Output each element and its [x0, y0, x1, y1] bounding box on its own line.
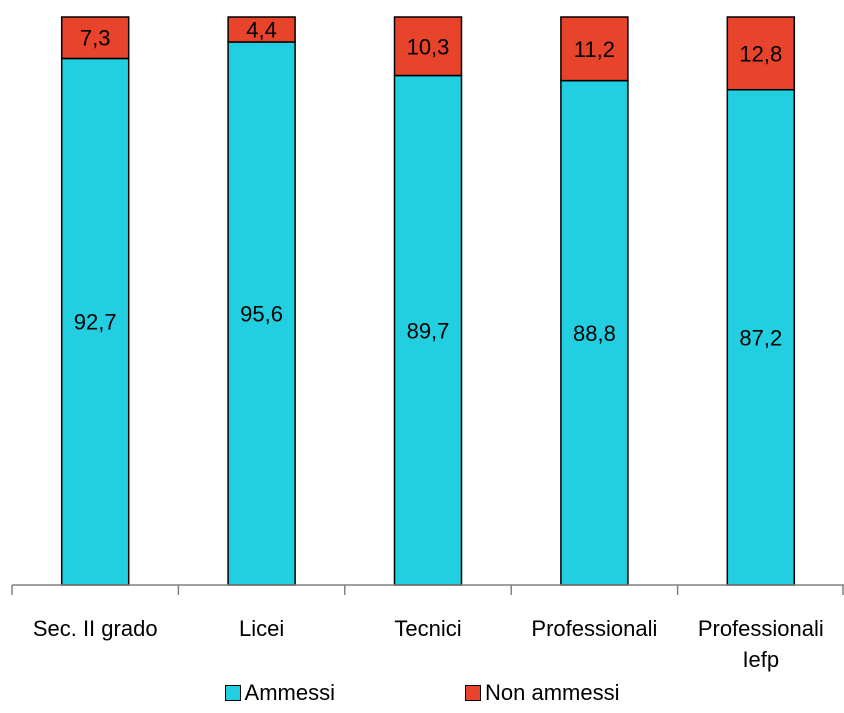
data-label-non-ammessi-sec-ii-grado: 7,3 [80, 26, 111, 51]
category-label-professionali-iefp: Professionali Iefp [698, 616, 824, 672]
data-label-non-ammessi-professionali-iefp: 12,8 [739, 41, 782, 66]
bar-non-ammessi-sec-ii-grado [60, 16, 130, 60]
bars-group [60, 16, 796, 586]
bar-ammessi-sec-ii-grado [60, 57, 130, 586]
data-label-ammessi-professionali: 88,8 [573, 321, 616, 346]
data-label-ammessi-professionali-iefp: 87,2 [739, 325, 782, 350]
legend-item-non-ammessi: Non ammessi [464, 680, 620, 706]
x-axis [11, 584, 844, 595]
category-label-licei: Licei [239, 616, 284, 641]
legend-item-ammessi: Ammessi [224, 680, 335, 706]
legend-label-non-ammessi: Non ammessi [484, 680, 620, 705]
bar-non-ammessi-licei [227, 16, 296, 43]
labels-group: 92,7 7,3 Sec. II grado 95,6 4,4 Licei 89,7 10,3… [33, 17, 824, 672]
category-label-tecnici: Tecnici [394, 616, 461, 641]
category-label-sec-ii-grado: Sec. II grado [33, 616, 158, 641]
data-label-non-ammessi-professionali: 11,2 [574, 37, 615, 62]
stacked-bar-chart: 92,7 7,3 Sec. II grado 95,6 4,4 Licei 89,7 10,3… [11, 16, 844, 672]
category-label-professionali: Professionali [531, 616, 657, 641]
bar-non-ammessi-tecnici [393, 16, 463, 77]
data-label-non-ammessi-licei: 4,4 [246, 17, 277, 42]
legend-swatch-non-ammessi [464, 685, 481, 701]
bar-non-ammessi-professionali [560, 16, 629, 82]
data-label-ammessi-tecnici: 89,7 [407, 318, 450, 343]
data-label-ammessi-licei: 95,6 [240, 301, 283, 326]
data-label-non-ammessi-tecnici: 10,3 [407, 34, 450, 59]
legend-swatch-ammessi [224, 685, 241, 701]
bar-ammessi-tecnici [393, 74, 463, 586]
legend: Ammessi Non ammessi [0, 680, 844, 706]
data-label-ammessi-sec-ii-grado: 92,7 [74, 310, 117, 335]
legend-label-ammessi: Ammessi [244, 680, 335, 705]
bar-non-ammessi-professionali-iefp [726, 16, 796, 91]
